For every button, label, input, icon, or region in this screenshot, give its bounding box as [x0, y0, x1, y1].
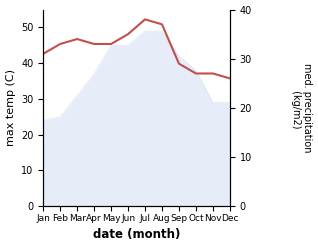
Y-axis label: med. precipitation
 (kg/m2): med. precipitation (kg/m2) [291, 63, 313, 153]
X-axis label: date (month): date (month) [93, 228, 180, 242]
Y-axis label: max temp (C): max temp (C) [5, 69, 16, 146]
